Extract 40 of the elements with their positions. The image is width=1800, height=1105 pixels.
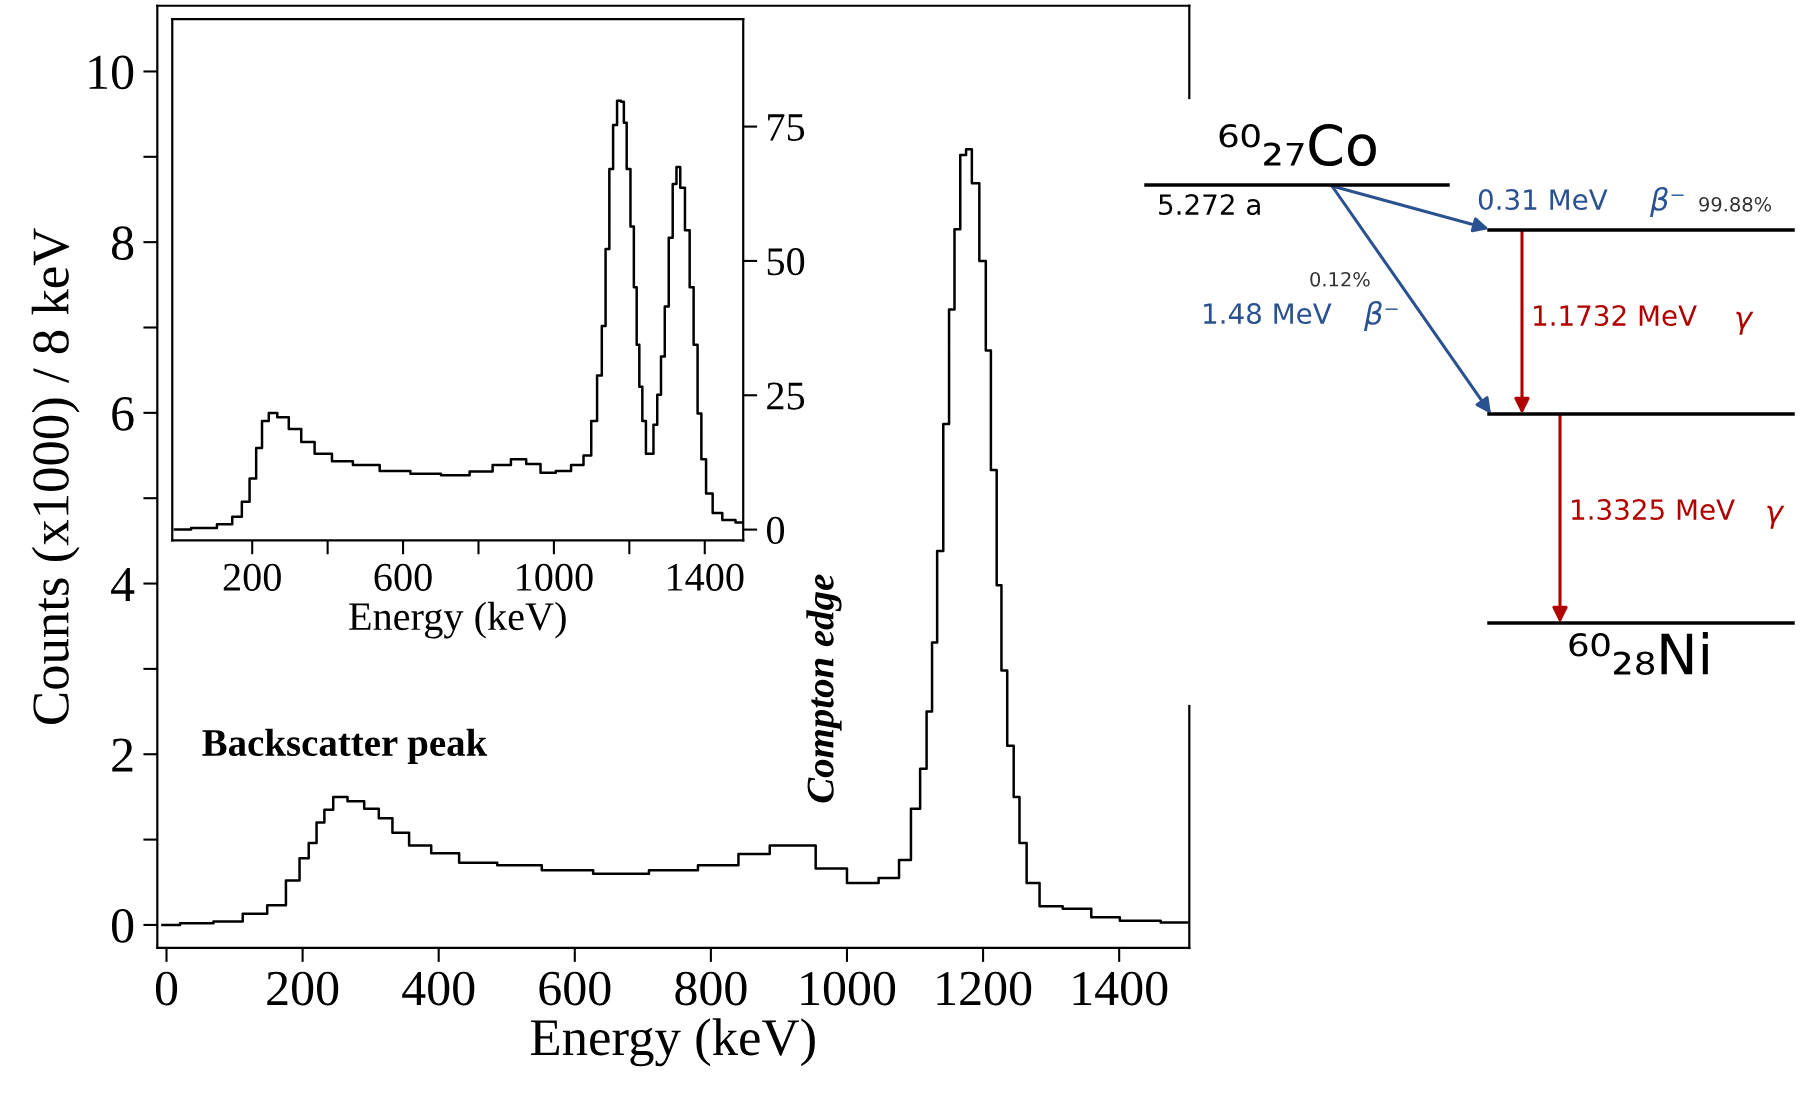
text: ⁶⁰₂₈Ni [1569,632,1708,675]
x-tick-label: 1200 [937,971,1032,1006]
text: 0.31 MeV [1478,189,1608,211]
x-tick-label: 200 [267,971,339,1006]
text: 1.48 MeV [1204,303,1332,325]
x-tick-label: 200 [223,563,281,591]
x-tick-label: 600 [539,971,611,1006]
x-axis-title: Energy (keV) [349,601,566,639]
y-tick-label: 8 [112,226,134,260]
x-tick-label: 400 [402,971,475,1006]
x-tick-label: 800 [675,971,747,1006]
annotation: Backscatter peak [202,728,488,764]
x-axis-title: Energy (keV) [530,1018,815,1067]
x-tick-label: 1000 [801,971,896,1006]
y-tick-label: 6 [112,397,134,431]
text: γ [1767,505,1785,529]
y-tick-label: 0 [766,516,785,544]
y-tick-label: 0 [112,909,134,943]
y-tick-label: 25 [767,382,805,410]
annotation: 5.272 a [1159,194,1260,216]
x-tick-label: 0 [155,971,178,1006]
text: 1.3325 MeV [1572,499,1735,521]
text: γ [1736,311,1754,335]
x-tick-label: 1000 [517,563,593,591]
y-tick-label: 10 [89,55,134,90]
y-tick-label: 4 [111,567,135,601]
y-tick-label: 50 [767,248,805,276]
text: ⁶⁰₂₇Co [1219,124,1376,167]
y-axis-title: Counts (x1000) / 8 keV [31,228,80,724]
text: β⁻ [1363,301,1398,331]
text: 99.88% [1699,196,1772,212]
annotation: Compton edge [806,574,842,803]
text: 1.1732 MeV [1534,305,1697,327]
x-tick-label: 600 [374,563,432,591]
y-tick-label: 2 [112,738,133,772]
y-tick-label: 75 [768,114,805,141]
x-tick-label: 1400 [668,563,744,591]
x-tick-label: 1400 [1073,971,1168,1006]
text: 0.12% [1310,271,1370,287]
text: β⁻ [1649,187,1684,217]
